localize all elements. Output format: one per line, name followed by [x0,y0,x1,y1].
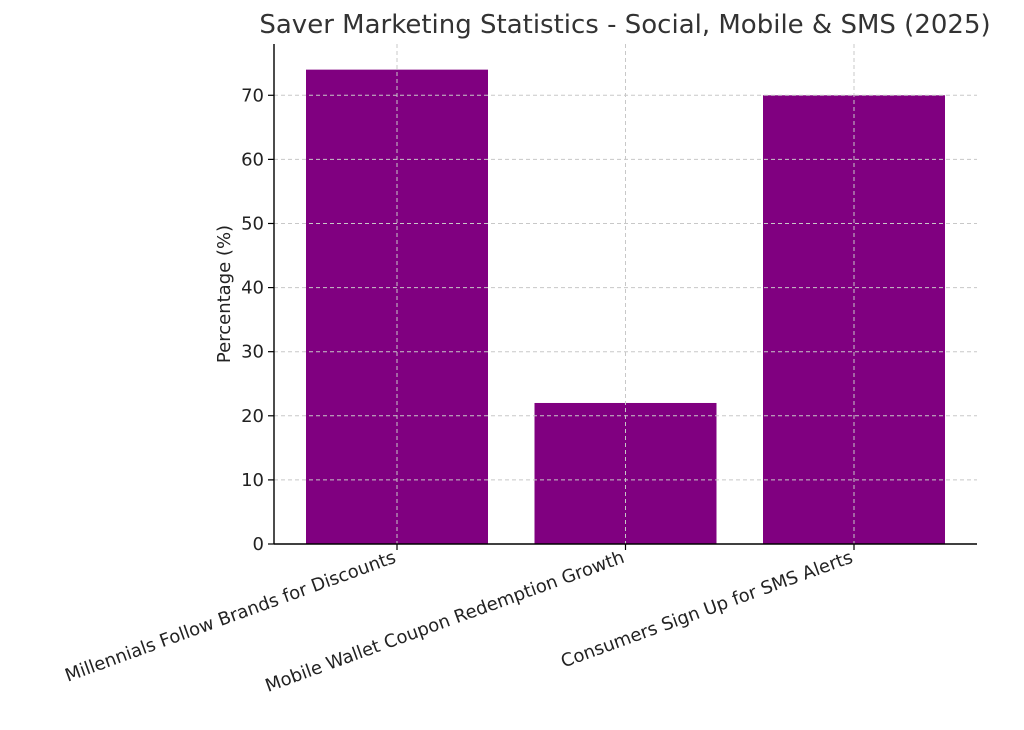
y-tick-label: 60 [241,149,264,170]
x-category-labels: Millennials Follow Brands for DiscountsM… [62,547,855,697]
y-tick-label: 30 [241,342,264,363]
y-ticks-layer: 0 10 20 30 40 50 60 70 [241,85,855,555]
y-tick-label: 40 [241,278,264,299]
y-tick-label: 50 [241,213,264,234]
y-axis-label: Percentage (%) [214,225,235,363]
y-tick-label: 10 [241,470,264,491]
chart-title: Saver Marketing Statistics - Social, Mob… [259,10,990,40]
y-tick-label: 70 [241,85,264,106]
y-tick-label: 0 [253,534,264,555]
y-tick-label: 20 [241,406,264,427]
x-category-label: Mobile Wallet Coupon Redemption Growth [263,547,628,697]
